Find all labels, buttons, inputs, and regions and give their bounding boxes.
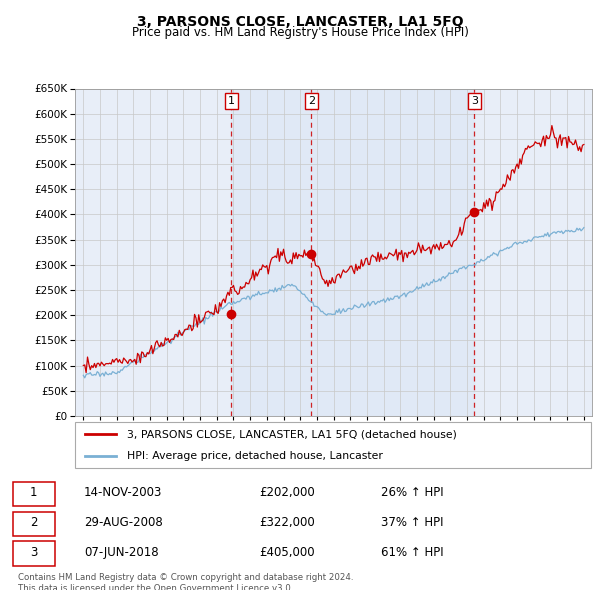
- FancyBboxPatch shape: [75, 422, 591, 468]
- Text: HPI: Average price, detached house, Lancaster: HPI: Average price, detached house, Lanc…: [127, 451, 383, 461]
- Text: £322,000: £322,000: [260, 516, 316, 529]
- Text: 37% ↑ HPI: 37% ↑ HPI: [380, 516, 443, 529]
- Text: 1: 1: [30, 486, 38, 499]
- Text: £202,000: £202,000: [260, 486, 316, 499]
- Text: 07-JUN-2018: 07-JUN-2018: [84, 546, 158, 559]
- FancyBboxPatch shape: [13, 512, 55, 536]
- Text: Contains HM Land Registry data © Crown copyright and database right 2024.
This d: Contains HM Land Registry data © Crown c…: [18, 573, 353, 590]
- Text: 3: 3: [471, 96, 478, 106]
- Text: 2: 2: [308, 96, 315, 106]
- FancyBboxPatch shape: [13, 481, 55, 506]
- Text: Price paid vs. HM Land Registry's House Price Index (HPI): Price paid vs. HM Land Registry's House …: [131, 26, 469, 39]
- FancyBboxPatch shape: [13, 542, 55, 566]
- Text: 3, PARSONS CLOSE, LANCASTER, LA1 5FQ (detached house): 3, PARSONS CLOSE, LANCASTER, LA1 5FQ (de…: [127, 429, 457, 439]
- Text: 29-AUG-2008: 29-AUG-2008: [84, 516, 163, 529]
- Text: £405,000: £405,000: [260, 546, 316, 559]
- Text: 1: 1: [228, 96, 235, 106]
- Text: 3: 3: [30, 546, 38, 559]
- Text: 14-NOV-2003: 14-NOV-2003: [84, 486, 163, 499]
- Text: 3, PARSONS CLOSE, LANCASTER, LA1 5FQ: 3, PARSONS CLOSE, LANCASTER, LA1 5FQ: [137, 15, 463, 29]
- Text: 61% ↑ HPI: 61% ↑ HPI: [380, 546, 443, 559]
- Text: 26% ↑ HPI: 26% ↑ HPI: [380, 486, 443, 499]
- Bar: [232, 88, 475, 416]
- Text: 2: 2: [30, 516, 38, 529]
